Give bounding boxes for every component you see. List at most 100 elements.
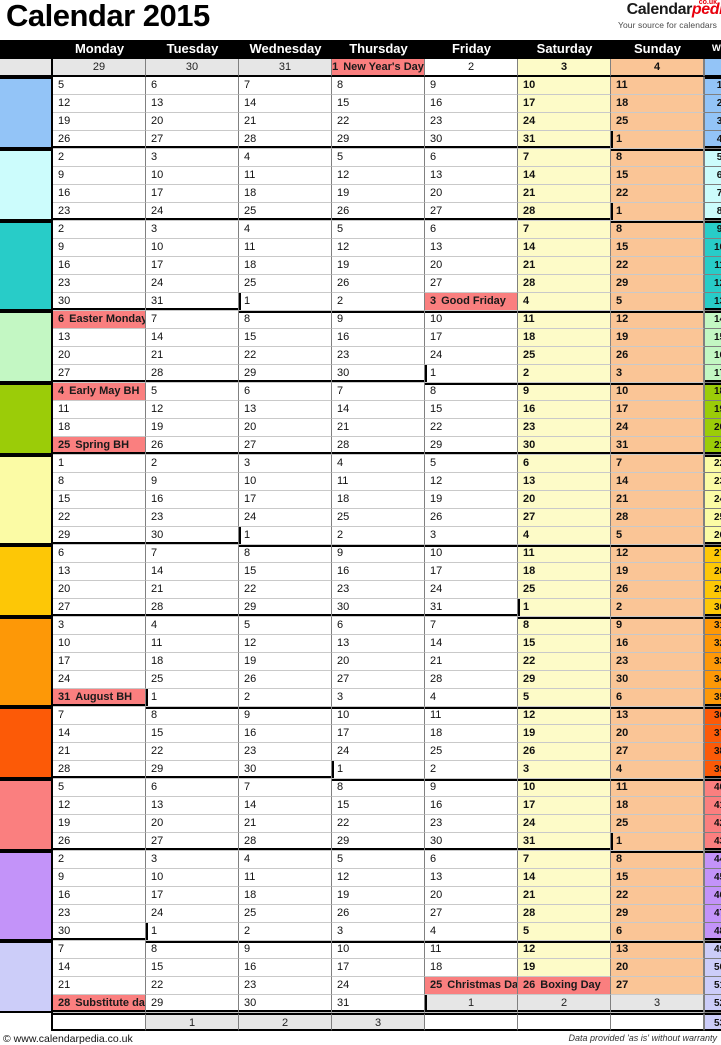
day-cell[interactable]: 8 (53, 473, 146, 491)
day-cell[interactable]: 6 Easter Monday (53, 311, 146, 329)
day-cell[interactable]: 29 (239, 599, 332, 617)
day-cell[interactable]: 7 (239, 779, 332, 797)
day-cell[interactable]: 13 (332, 635, 425, 653)
day-cell[interactable]: 15 (146, 959, 239, 977)
day-cell[interactable]: 12 (239, 635, 332, 653)
day-cell[interactable]: 8 (239, 311, 332, 329)
day-cell[interactable]: 13 (425, 167, 518, 185)
day-cell[interactable]: 8 (146, 941, 239, 959)
day-cell[interactable]: 19 (518, 959, 611, 977)
day-cell[interactable]: 9 (425, 77, 518, 95)
day-cell[interactable]: 2 (239, 1013, 332, 1031)
day-cell[interactable]: 21 (425, 653, 518, 671)
day-cell[interactable]: 13 (239, 401, 332, 419)
day-cell[interactable]: 18 (239, 185, 332, 203)
day-cell[interactable]: 22 (332, 815, 425, 833)
day-cell[interactable]: 5 (611, 527, 704, 545)
day-cell[interactable]: 19 (53, 113, 146, 131)
day-cell[interactable]: 20 (146, 113, 239, 131)
day-cell[interactable]: 15 (239, 563, 332, 581)
day-cell[interactable]: 6 (53, 545, 146, 563)
day-cell[interactable]: 16 (239, 959, 332, 977)
day-cell[interactable]: 31 (239, 59, 332, 77)
day-cell[interactable]: 15 (611, 869, 704, 887)
day-cell[interactable]: 25 Spring BH (53, 437, 146, 455)
day-cell[interactable]: 8 (611, 851, 704, 869)
day-cell[interactable]: 3 Good Friday (425, 293, 518, 311)
day-cell[interactable]: 25 (239, 905, 332, 923)
day-cell[interactable]: 18 (332, 491, 425, 509)
day-cell[interactable]: 15 (146, 725, 239, 743)
day-cell[interactable]: 1 (611, 833, 704, 851)
day-cell[interactable]: 10 (146, 239, 239, 257)
day-cell[interactable]: 15 (425, 401, 518, 419)
day-cell[interactable]: 23 (425, 113, 518, 131)
day-cell[interactable]: 19 (239, 653, 332, 671)
day-cell[interactable]: 23 (425, 815, 518, 833)
day-cell[interactable]: 24 (332, 977, 425, 995)
day-cell[interactable]: 19 (332, 257, 425, 275)
day-cell[interactable]: 2 (332, 527, 425, 545)
day-cell[interactable]: 3 (146, 851, 239, 869)
day-cell[interactable]: 21 (611, 491, 704, 509)
day-cell[interactable]: 3 (518, 59, 611, 77)
day-cell[interactable]: 10 (518, 779, 611, 797)
day-cell[interactable]: 11 (518, 311, 611, 329)
day-cell[interactable]: 26 (332, 275, 425, 293)
day-cell[interactable]: 18 (146, 653, 239, 671)
day-cell[interactable]: 7 (518, 221, 611, 239)
day-cell[interactable]: 15 (611, 167, 704, 185)
day-cell[interactable]: 18 (611, 95, 704, 113)
day-cell[interactable]: 12 (53, 95, 146, 113)
day-cell[interactable]: 12 (146, 401, 239, 419)
day-cell[interactable]: 24 (425, 347, 518, 365)
day-cell[interactable]: 27 (146, 833, 239, 851)
day-cell[interactable]: 11 (53, 401, 146, 419)
day-cell[interactable]: 20 (53, 347, 146, 365)
day-cell[interactable]: 5 (239, 617, 332, 635)
day-cell[interactable]: 21 (518, 257, 611, 275)
day-cell[interactable]: 22 (53, 509, 146, 527)
day-cell[interactable]: 17 (53, 653, 146, 671)
day-cell[interactable]: 13 (425, 239, 518, 257)
day-cell[interactable]: 30 (146, 527, 239, 545)
day-cell[interactable]: 14 (53, 725, 146, 743)
day-cell[interactable]: 27 (611, 743, 704, 761)
day-cell[interactable]: 18 (518, 563, 611, 581)
day-cell[interactable]: 4 (332, 455, 425, 473)
day-cell[interactable]: 1 New Year's Day (332, 59, 425, 77)
day-cell[interactable]: 12 (518, 707, 611, 725)
day-cell[interactable]: 1 (611, 131, 704, 149)
day-cell[interactable]: 29 (239, 365, 332, 383)
day-cell[interactable]: 25 (518, 581, 611, 599)
day-cell[interactable]: 26 (53, 131, 146, 149)
day-cell[interactable]: 14 (239, 95, 332, 113)
day-cell[interactable]: 1 (518, 599, 611, 617)
day-cell[interactable]: 27 (425, 275, 518, 293)
day-cell[interactable]: 16 (611, 635, 704, 653)
day-cell[interactable]: 15 (332, 95, 425, 113)
day-cell[interactable]: 2 (425, 761, 518, 779)
day-cell[interactable]: 2 (146, 455, 239, 473)
day-cell[interactable]: 22 (611, 887, 704, 905)
day-cell[interactable]: 28 (146, 599, 239, 617)
day-cell[interactable]: 4 (518, 293, 611, 311)
day-cell[interactable]: 14 (611, 473, 704, 491)
day-cell[interactable]: 27 (53, 599, 146, 617)
day-cell[interactable]: 18 (611, 797, 704, 815)
day-cell[interactable]: 1 (146, 689, 239, 707)
day-cell[interactable]: 31 (425, 599, 518, 617)
day-cell[interactable]: 17 (425, 563, 518, 581)
day-cell[interactable]: 8 (332, 779, 425, 797)
day-cell[interactable]: 20 (611, 959, 704, 977)
day-cell[interactable]: 1 (146, 923, 239, 941)
day-cell[interactable]: 7 (518, 149, 611, 167)
day-cell[interactable]: 10 (332, 707, 425, 725)
day-cell[interactable]: 14 (518, 239, 611, 257)
day-cell[interactable]: 22 (239, 581, 332, 599)
day-cell[interactable]: 23 (53, 905, 146, 923)
day-cell[interactable]: 21 (332, 419, 425, 437)
day-cell[interactable]: 5 (332, 221, 425, 239)
day-cell[interactable]: 28 (611, 509, 704, 527)
day-cell[interactable]: 29 (611, 905, 704, 923)
